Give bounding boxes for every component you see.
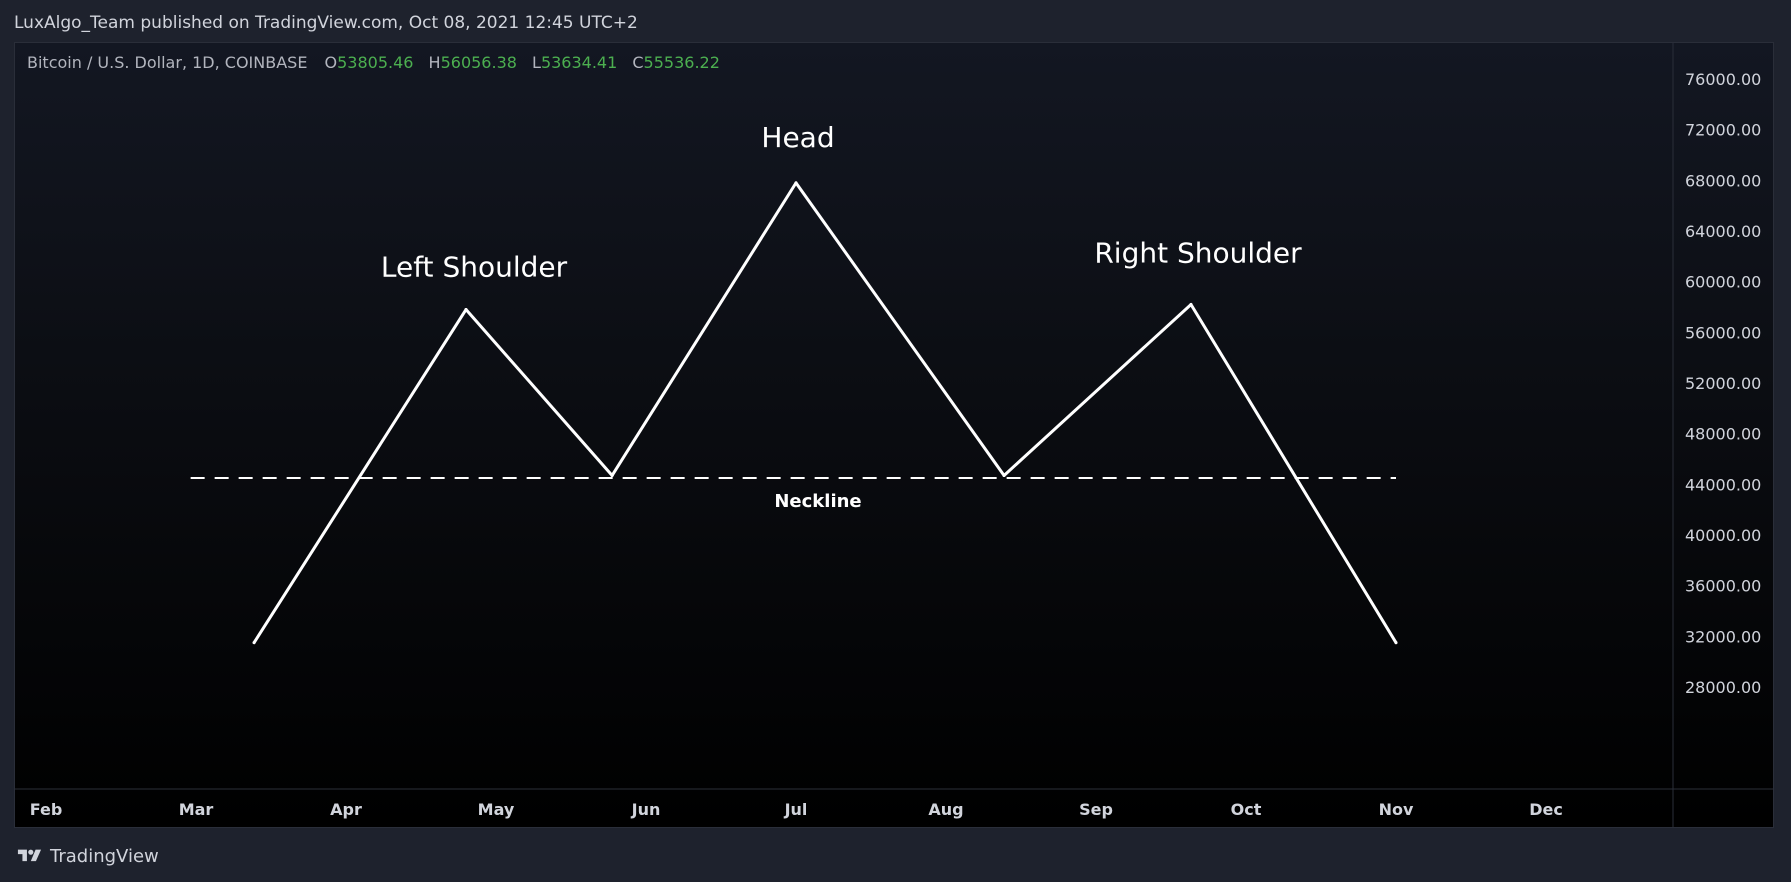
pattern-point[interactable] — [1394, 641, 1398, 645]
pattern-point[interactable] — [610, 473, 614, 477]
pattern-line-segment[interactable] — [794, 181, 1006, 477]
x-tick-label: Mar — [179, 800, 214, 819]
x-tick-label: Feb — [30, 800, 63, 819]
x-tick-label: Aug — [928, 800, 963, 819]
y-tick-label: 48000.00 — [1685, 425, 1761, 444]
x-tick-label: Jun — [631, 800, 661, 819]
ohlc-close-value: 55536.22 — [643, 53, 720, 72]
neckline-label: Neckline — [774, 491, 861, 512]
ohlc-high-key: H — [428, 53, 441, 72]
symbol-description: Bitcoin / U.S. Dollar, 1D, COINBASE — [27, 53, 308, 72]
y-tick-label: 76000.00 — [1685, 70, 1761, 89]
ohlc-open-key: O — [324, 53, 338, 72]
pattern-line-segment[interactable] — [252, 308, 468, 645]
y-tick-label: 28000.00 — [1685, 678, 1761, 697]
ohlc-low-value: 53634.41 — [540, 53, 618, 72]
annotation-label: Right Shoulder — [1094, 236, 1302, 269]
y-tick-label: 40000.00 — [1685, 526, 1761, 545]
x-tick-label: May — [478, 800, 515, 819]
y-tick-label: 64000.00 — [1685, 222, 1761, 241]
x-tick-label: Sep — [1079, 800, 1113, 819]
tradingview-brand[interactable]: TradingView — [14, 844, 159, 868]
x-tick-label: Nov — [1379, 800, 1414, 819]
annotation-label: Head — [761, 121, 834, 154]
pattern-line-segment[interactable] — [1189, 302, 1398, 645]
ohlc-low-key: L — [532, 53, 541, 72]
symbol-legend[interactable]: Bitcoin / U.S. Dollar, 1D, COINBASE O538… — [27, 53, 720, 73]
y-tick-label: 60000.00 — [1685, 273, 1761, 292]
y-tick-label: 72000.00 — [1685, 121, 1761, 140]
ohlc-high-value: 56056.38 — [440, 53, 517, 72]
pattern-point[interactable] — [1002, 473, 1006, 477]
x-tick-label: Oct — [1231, 800, 1262, 819]
chart-frame[interactable]: 76000.00 72000.00 68000.00 64000.00 60000.00… — [14, 42, 1774, 828]
x-tick-label: Dec — [1529, 800, 1563, 819]
pattern-point[interactable] — [1189, 302, 1193, 306]
y-tick-label: 56000.00 — [1685, 323, 1761, 342]
pattern-point[interactable] — [252, 641, 256, 645]
ohlc-open-value: 53805.46 — [337, 53, 414, 72]
y-tick-label: 36000.00 — [1685, 577, 1761, 596]
pattern-point[interactable] — [464, 308, 468, 312]
y-tick-label: 68000.00 — [1685, 171, 1761, 190]
pattern-line-segment[interactable] — [1002, 302, 1193, 477]
annotation-label: Left Shoulder — [381, 251, 568, 284]
y-tick-label: 44000.00 — [1685, 475, 1761, 494]
tradingview-logo-icon — [17, 849, 42, 862]
pattern-point[interactable] — [794, 181, 798, 185]
tradingview-brand-label: TradingView — [50, 845, 159, 867]
published-line: LuxAlgo_Team published on TradingView.co… — [14, 13, 638, 33]
chart-svg[interactable]: 76000.00 72000.00 68000.00 64000.00 60000.00… — [15, 43, 1773, 827]
pattern-line-segment[interactable] — [610, 181, 798, 477]
x-tick-label: Apr — [330, 800, 362, 819]
y-tick-label: 52000.00 — [1685, 374, 1761, 393]
y-tick-label: 32000.00 — [1685, 627, 1761, 646]
x-tick-label: Jul — [784, 800, 808, 819]
ohlc-close-key: C — [632, 53, 644, 72]
pattern-line-segment[interactable] — [464, 308, 614, 477]
